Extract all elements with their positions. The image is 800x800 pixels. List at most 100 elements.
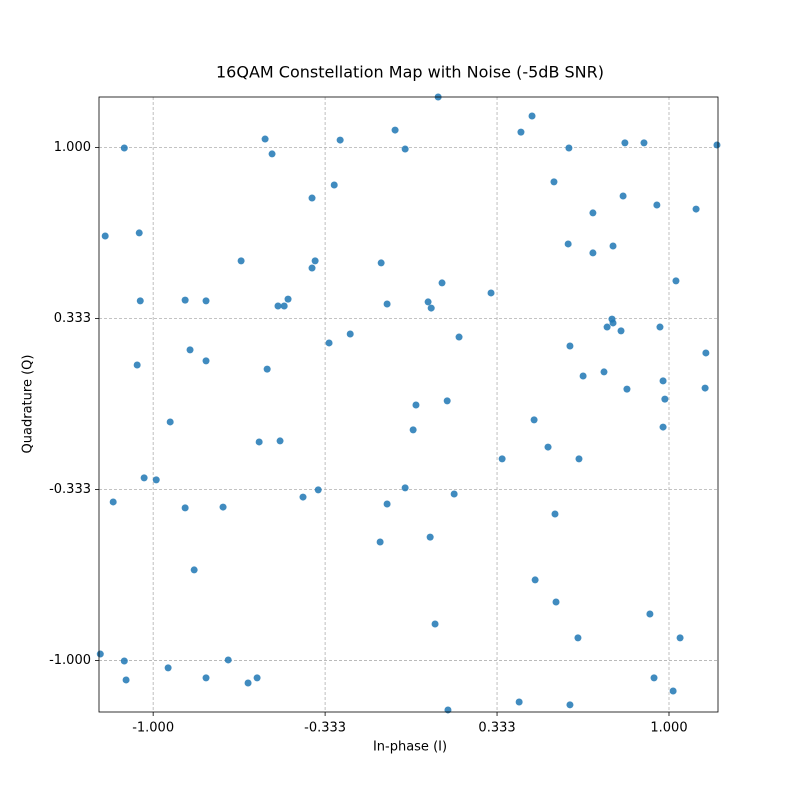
y-tick-label: -1.000	[49, 653, 91, 668]
point	[656, 323, 664, 331]
point	[528, 112, 536, 120]
point	[443, 397, 451, 405]
point	[589, 209, 597, 217]
point	[564, 240, 572, 248]
x-tick-label: 0.333	[478, 721, 515, 736]
point	[565, 144, 573, 152]
point	[589, 249, 597, 257]
point	[202, 674, 210, 682]
point	[164, 664, 172, 672]
x-tick-label: -1.000	[132, 721, 174, 736]
point	[427, 304, 435, 312]
point	[133, 361, 141, 369]
point	[623, 385, 631, 393]
point	[186, 346, 194, 354]
point	[377, 259, 385, 267]
point	[219, 503, 227, 511]
x-axis-label: In-phase (I)	[373, 740, 447, 755]
point	[237, 257, 245, 265]
point	[330, 181, 338, 189]
point	[692, 205, 700, 213]
point	[661, 395, 669, 403]
point	[120, 144, 128, 152]
point	[135, 229, 143, 237]
point	[276, 437, 284, 445]
point	[314, 486, 322, 494]
point	[383, 300, 391, 308]
point	[224, 656, 232, 664]
point	[325, 339, 333, 347]
point	[659, 423, 667, 431]
x-tick-label: 1.000	[650, 721, 687, 736]
point	[672, 277, 680, 285]
point	[401, 145, 409, 153]
point	[515, 698, 523, 706]
point	[530, 416, 538, 424]
point	[487, 289, 495, 297]
y-tick-label: 1.000	[54, 140, 91, 155]
point	[701, 384, 709, 392]
point	[346, 330, 354, 338]
point	[659, 377, 667, 385]
point	[669, 687, 677, 695]
point	[579, 372, 587, 380]
point	[640, 139, 648, 147]
point	[280, 302, 288, 310]
point	[498, 455, 506, 463]
point	[96, 650, 104, 658]
point	[166, 418, 174, 426]
point	[261, 135, 269, 143]
point	[621, 139, 629, 147]
point	[308, 264, 316, 272]
point	[120, 657, 128, 665]
point	[253, 674, 261, 682]
point	[619, 192, 627, 200]
point	[531, 576, 539, 584]
point	[181, 296, 189, 304]
point	[401, 484, 409, 492]
point	[274, 302, 282, 310]
point	[202, 357, 210, 365]
y-tick-label: 0.333	[54, 311, 91, 326]
point	[140, 474, 148, 482]
point	[244, 679, 252, 687]
point	[412, 401, 420, 409]
point	[383, 500, 391, 508]
point	[575, 455, 583, 463]
point	[190, 566, 198, 574]
point	[268, 150, 276, 158]
point	[713, 141, 721, 149]
point	[566, 701, 574, 709]
point	[376, 538, 384, 546]
point	[336, 136, 344, 144]
point	[311, 257, 319, 265]
point	[603, 323, 611, 331]
point	[431, 620, 439, 628]
point	[609, 242, 617, 250]
point	[450, 490, 458, 498]
point	[702, 349, 710, 357]
point	[550, 178, 558, 186]
point	[574, 634, 582, 642]
point	[646, 610, 654, 618]
plot-frame	[98, 96, 719, 713]
point	[299, 493, 307, 501]
point	[152, 476, 160, 484]
chart-title: 16QAM Constellation Map with Noise (-5dB…	[216, 63, 604, 82]
point	[551, 510, 559, 518]
point	[617, 327, 625, 335]
point	[255, 438, 263, 446]
point	[438, 279, 446, 287]
point	[650, 674, 658, 682]
point	[455, 333, 463, 341]
point	[202, 297, 210, 305]
point	[424, 298, 432, 306]
point	[676, 634, 684, 642]
point	[122, 676, 130, 684]
point	[181, 504, 189, 512]
point	[136, 297, 144, 305]
point	[263, 365, 271, 373]
point	[426, 533, 434, 541]
point	[653, 201, 661, 209]
